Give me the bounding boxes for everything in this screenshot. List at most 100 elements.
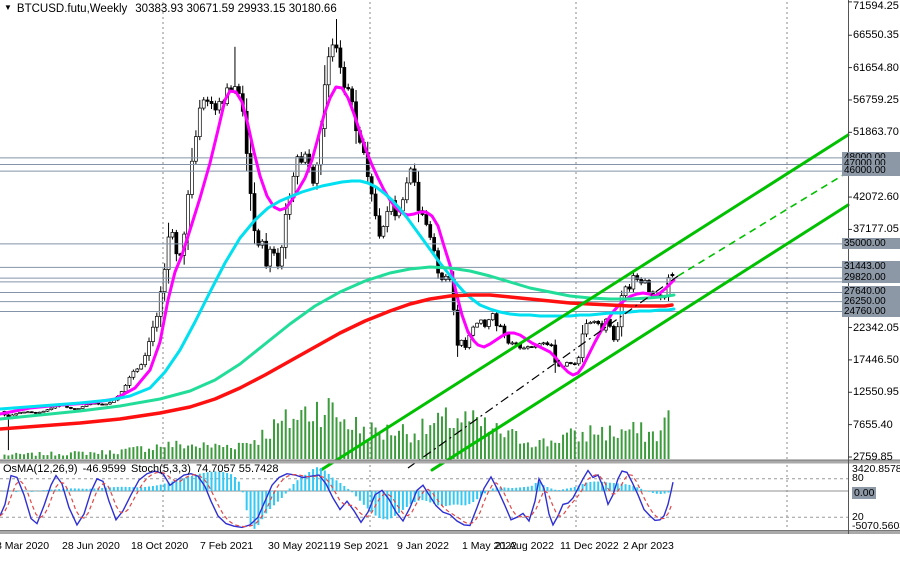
stoch-k-line [0,469,674,529]
volume-bar [503,437,506,459]
volume-bar [589,425,592,459]
volume-bar [62,455,65,459]
candle-body [490,313,495,321]
volume-bar [226,444,229,459]
candle-body [373,193,378,217]
candle-body [510,342,515,345]
volume-bar [405,434,408,459]
osma-bar [562,489,565,491]
volume-bar [163,447,166,459]
volume-bar [515,431,518,459]
volume-bar [108,450,111,459]
osma-bar [214,471,217,491]
candle-body [143,355,147,366]
volume-bar [194,446,197,459]
candle-body [84,404,89,407]
volume-bar [636,433,639,459]
candle-body [18,412,22,415]
volume-bar [105,454,108,459]
candle-body [162,269,167,293]
candle-body [80,406,85,409]
volume-bar [487,431,490,459]
osma-bar [448,491,451,506]
volume-bar [495,423,498,459]
osc-scale-label: -5070.5603 [852,519,900,532]
volume-bar [202,442,205,459]
volume-bar [386,424,389,459]
price-axis[interactable] [848,0,900,534]
volume-bar [491,428,494,459]
volume-bar [198,447,201,459]
osma-bar [269,491,272,510]
volume-bar [593,434,596,459]
osma-bar [440,491,443,507]
volume-bar [140,446,143,459]
candle-body [268,248,272,267]
volume-bar [273,419,276,459]
osma-bar [292,483,295,491]
osma-bar [659,491,662,495]
osma-bar [206,472,209,491]
date-axis[interactable] [0,534,848,564]
date-label: 8 Mar 2020 [0,540,50,552]
ma-slow-teal [0,265,676,421]
volume-bar [230,448,233,459]
osma-bar [112,487,115,491]
objects-dropdown-icon[interactable]: ▼ [4,3,12,12]
osma-bar [163,483,166,491]
candle-body [209,101,214,104]
volume-bar [409,442,412,459]
volume-bar [245,442,248,459]
volume-bar [464,411,467,459]
candle-body [611,326,616,341]
volume-bar [46,455,49,459]
price-tick-label: 61654.80 [853,61,899,74]
date-label: 7 Feb 2021 [200,540,254,552]
volume-bar [429,425,432,459]
osma-bar [421,491,424,501]
candle-body [283,214,288,248]
ohlc-values: 30383.93 30671.59 29933.15 30180.66 [135,3,337,15]
candle-body [252,193,257,232]
osma-bar [155,485,158,491]
candle-body [330,44,335,58]
volume-bar [644,441,647,459]
osma-bar [144,486,147,491]
osma-bar [425,491,428,501]
volume-bar [69,452,72,459]
volume-bar [663,417,666,459]
date-label: 9 Jan 2022 [397,540,449,552]
volume-bar [394,435,397,459]
volume-bar [374,427,377,459]
chart-title: ▼ BTCUSD.futu,Weekly 30383.93 30671.59 299… [4,3,337,15]
osma-bar [276,491,279,502]
volume-bar [370,422,373,459]
price-tick-label: 2759.85 [853,451,893,463]
osma-bar [351,491,354,493]
osma-bar [261,491,264,520]
osma-bar [401,491,404,510]
osma-bar [23,490,26,491]
candle-body [494,313,499,327]
candle-body [428,224,433,238]
candle-body [76,408,81,410]
volume-bar [440,416,443,459]
volume-bar [315,401,318,459]
candle-body [174,232,179,255]
osma-bar [374,491,377,516]
osma-bar [26,491,29,492]
volume-bar [214,443,217,459]
volume-bar [261,429,264,459]
osma-bar [472,491,475,503]
candle-body [151,326,155,342]
price-tick-label: 22342.05 [853,321,899,334]
candle-body [108,402,112,405]
candle-body [627,286,632,290]
volume-bar [77,451,80,459]
osma-bar [38,490,41,491]
osma-bar [495,487,498,491]
osma-bar [335,480,338,491]
candle-body [127,376,132,386]
